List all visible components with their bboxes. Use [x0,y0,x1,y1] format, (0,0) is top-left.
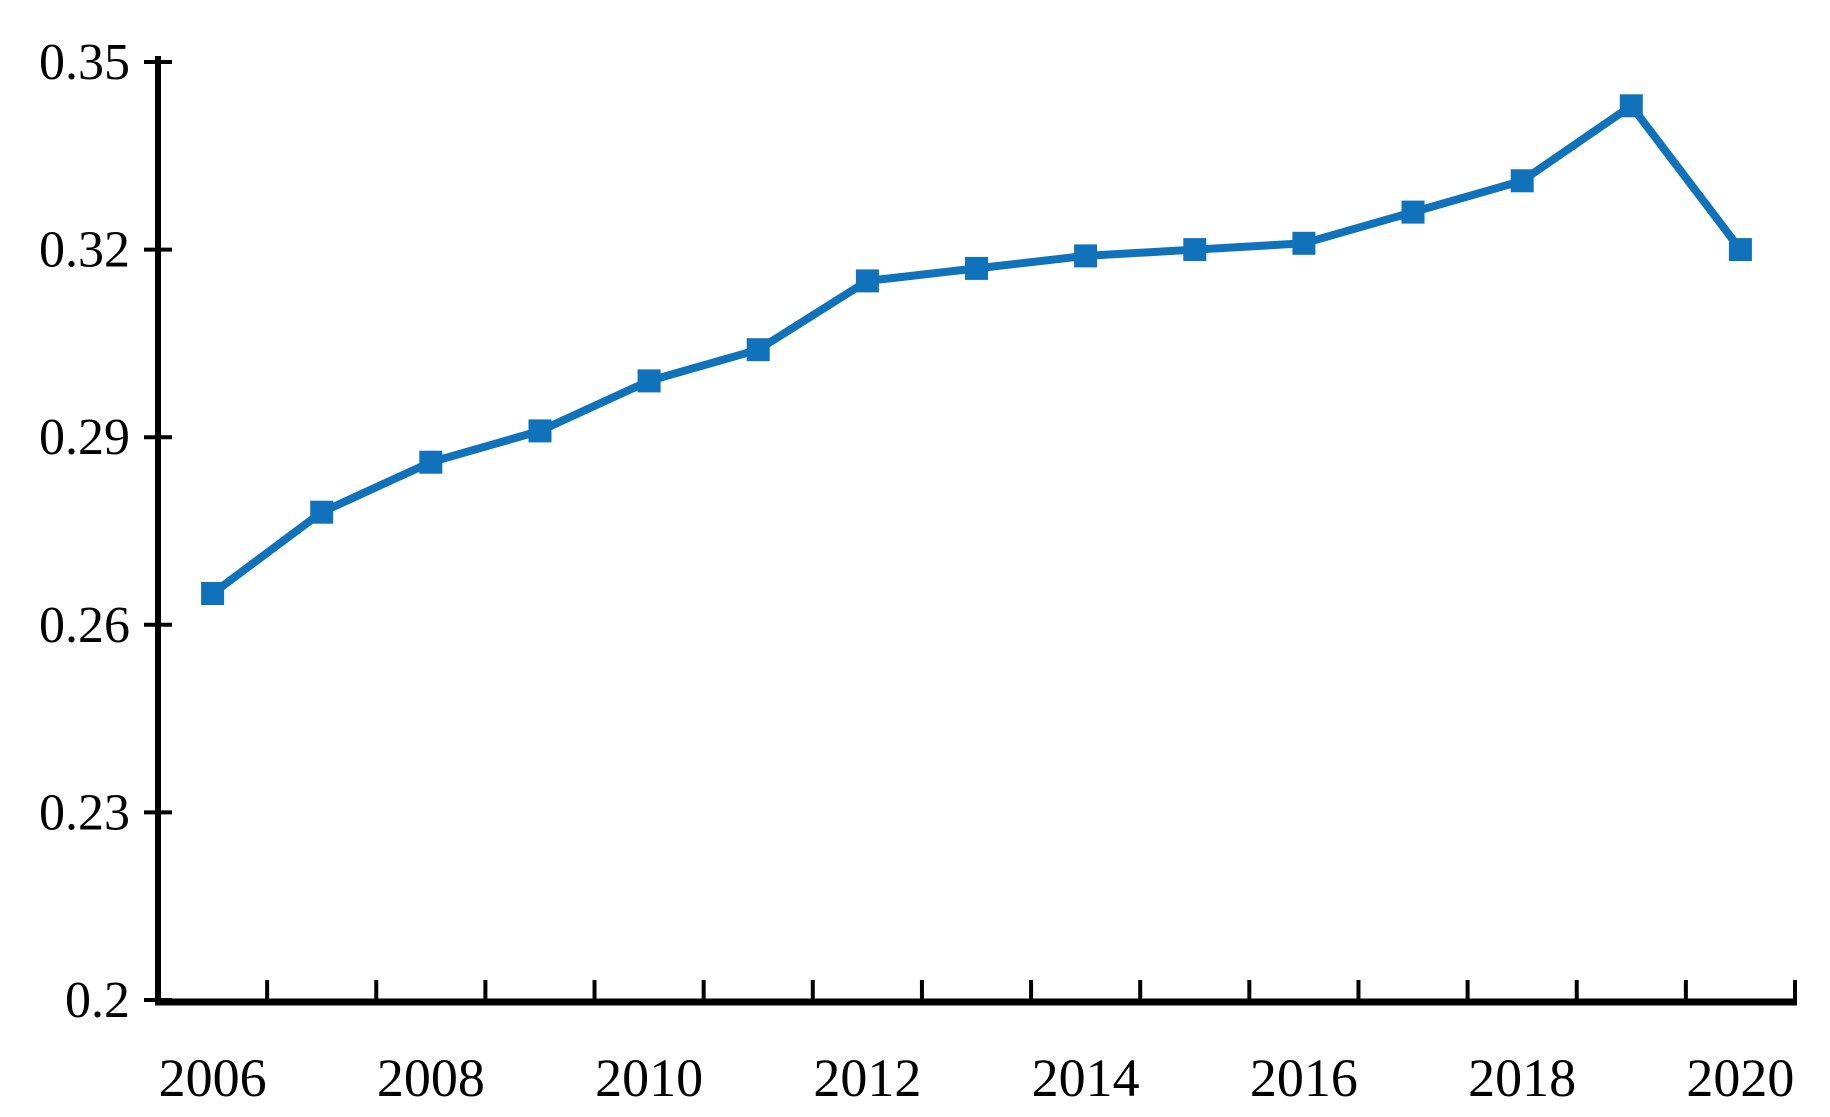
x-axis-tick-label: 2016 [1250,1048,1358,1108]
data-point-2015 [1183,238,1207,262]
data-point-2011 [746,338,770,362]
x-axis-tick-label: 2018 [1468,1048,1576,1108]
data-point-2019 [1619,94,1643,118]
x-axis-tick-label: 2010 [595,1048,703,1108]
data-point-2013 [965,256,988,280]
y-axis-tick-label: 0.26 [39,597,130,654]
y-axis-tick-label: 0.2 [65,972,130,1029]
data-point-2020 [1728,238,1752,262]
y-axis-tick-label: 0.35 [39,34,130,91]
data-point-2018 [1510,169,1534,193]
data-point-2012 [855,269,879,293]
y-axis-tick-label: 0.32 [39,222,130,279]
y-axis-tick-label: 0.29 [39,409,130,466]
data-point-2017 [1401,200,1425,224]
data-point-2007 [310,500,334,524]
data-point-2008 [419,450,443,474]
data-point-2006 [201,582,225,605]
data-point-2014 [1074,244,1098,268]
x-axis-tick-label: 2008 [377,1048,485,1108]
data-point-2016 [1292,231,1316,255]
x-axis-tick-label: 2014 [1032,1048,1140,1108]
x-axis-tick-label: 2020 [1686,1048,1794,1108]
x-axis-tick-label: 2006 [159,1048,267,1108]
x-axis-tick-label: 2012 [813,1048,921,1108]
data-point-2010 [637,369,661,393]
data-point-2009 [528,419,552,443]
y-axis-tick-label: 0.23 [39,784,130,841]
